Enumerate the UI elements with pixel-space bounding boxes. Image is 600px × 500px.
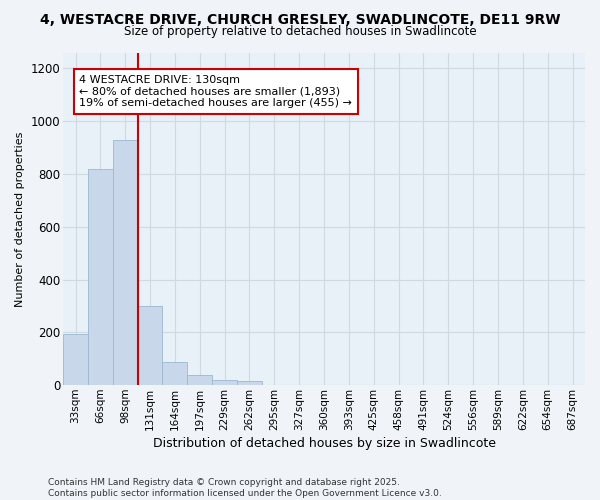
Bar bbox=[137, 306, 163, 385]
Bar bbox=[212, 380, 237, 385]
Bar bbox=[88, 168, 113, 385]
Text: Contains HM Land Registry data © Crown copyright and database right 2025.
Contai: Contains HM Land Registry data © Crown c… bbox=[48, 478, 442, 498]
Bar bbox=[187, 375, 212, 385]
Bar bbox=[237, 382, 262, 385]
Text: Size of property relative to detached houses in Swadlincote: Size of property relative to detached ho… bbox=[124, 25, 476, 38]
X-axis label: Distribution of detached houses by size in Swadlincote: Distribution of detached houses by size … bbox=[152, 437, 496, 450]
Bar bbox=[63, 334, 88, 385]
Bar bbox=[113, 140, 137, 385]
Y-axis label: Number of detached properties: Number of detached properties bbox=[15, 131, 25, 306]
Bar bbox=[163, 362, 187, 385]
Text: 4, WESTACRE DRIVE, CHURCH GRESLEY, SWADLINCOTE, DE11 9RW: 4, WESTACRE DRIVE, CHURCH GRESLEY, SWADL… bbox=[40, 12, 560, 26]
Text: 4 WESTACRE DRIVE: 130sqm
← 80% of detached houses are smaller (1,893)
19% of sem: 4 WESTACRE DRIVE: 130sqm ← 80% of detach… bbox=[79, 75, 352, 108]
